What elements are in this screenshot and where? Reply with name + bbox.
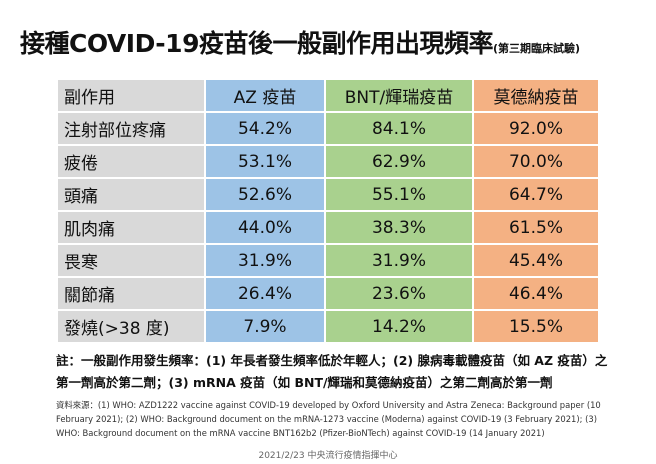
table-row: 肌肉痛 44.0% 38.3% 61.5% (58, 212, 598, 243)
table-cell: 14.2% (326, 311, 472, 342)
title-text: 接種COVID-19疫苗後一般副作用出現頻率 (20, 29, 493, 58)
table-row: 頭痛 52.6% 55.1% 64.7% (58, 179, 598, 210)
table-cell: 84.1% (326, 113, 472, 144)
table-cell: 23.6% (326, 278, 472, 309)
table-header: 副作用 AZ 疫苗 BNT/輝瑞疫苗 莫德納疫苗 (58, 80, 598, 111)
table-cell: 45.4% (474, 245, 598, 276)
table-cell: 頭痛 (58, 179, 204, 210)
source: 資料來源：(1) WHO: AZD1222 vaccine against CO… (56, 400, 601, 438)
table-cell: 肌肉痛 (58, 212, 204, 243)
table-cell: 發燒(>38 度) (58, 311, 204, 342)
table-cell: 92.0% (474, 113, 598, 144)
header-cell: 副作用 (58, 80, 204, 111)
table-cell: 38.3% (326, 212, 472, 243)
table-cell: 31.9% (326, 245, 472, 276)
table-row: 發燒(>38 度) 7.9% 14.2% 15.5% (58, 311, 598, 342)
table-cell: 疲倦 (58, 146, 204, 177)
table-row: 疲倦 53.1% 62.9% 70.0% (58, 146, 598, 177)
page-title: 接種COVID-19疫苗後一般副作用出現頻率(第三期臨床試驗) (20, 24, 580, 60)
table-cell: 61.5% (474, 212, 598, 243)
table-cell: 55.1% (326, 179, 472, 210)
table-cell: 44.0% (206, 212, 324, 243)
table-cell: 畏寒 (58, 245, 204, 276)
table-cell: 62.9% (326, 146, 472, 177)
table-row: 關節痛 26.4% 23.6% 46.4% (58, 278, 598, 309)
table-row: 注射部位疼痛 54.2% 84.1% 92.0% (58, 113, 598, 144)
table-cell: 53.1% (206, 146, 324, 177)
header-cell: AZ 疫苗 (206, 80, 324, 111)
table-cell: 70.0% (474, 146, 598, 177)
table-row: 畏寒 31.9% 31.9% 45.4% (58, 245, 598, 276)
table-cell: 26.4% (206, 278, 324, 309)
table-cell: 注射部位疼痛 (58, 113, 204, 144)
table-cell: 關節痛 (58, 278, 204, 309)
table-cell: 46.4% (474, 278, 598, 309)
table-cell: 31.9% (206, 245, 324, 276)
table-cell: 15.5% (474, 311, 598, 342)
table-cell: 64.7% (474, 179, 598, 210)
table-cell: 52.6% (206, 179, 324, 210)
note: 註：一般副作用發生頻率：(1) 年長者發生頻率低於年輕人；(2) 腺病毒載體疫苗… (56, 353, 608, 390)
table-cell: 7.9% (206, 311, 324, 342)
footer: 2021/2/23 中央流行疫情指揮中心 (258, 451, 398, 461)
header-cell: BNT/輝瑞疫苗 (326, 80, 472, 111)
header-cell: 莫德納疫苗 (474, 80, 598, 111)
subtitle: (第三期臨床試驗) (492, 42, 581, 55)
side-effects-table: 副作用 AZ 疫苗 BNT/輝瑞疫苗 莫德納疫苗 注射部位疼痛 54.2% 84.1% 92.… (56, 78, 600, 344)
table-cell: 54.2% (206, 113, 324, 144)
